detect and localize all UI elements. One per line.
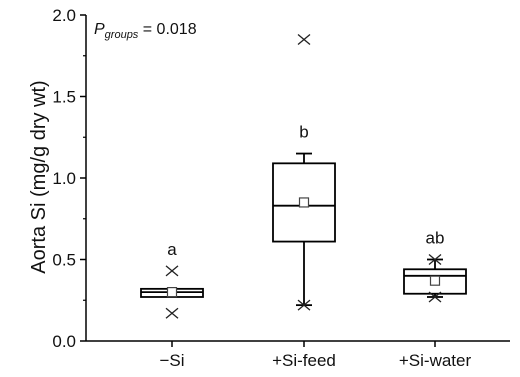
outlier-marker [165,307,179,319]
axes: 0.0 0.5 1.0 1.5 2.0 −Si +Si-feed +Si-water [52,6,510,370]
extreme-marker [297,299,311,311]
outlier-marker [297,33,311,45]
y-axis-title: Aorta Si (mg/g dry wt) [28,80,50,273]
p-symbol: P [94,21,105,38]
y-tick-label: 2.0 [52,6,76,25]
mean-marker [166,287,178,298]
svg-text:Pgroups = 0.018: Pgroups = 0.018 [94,21,197,41]
x-tick-label: −Si [159,351,184,370]
p-value-annotation: Pgroups = 0.018 [94,21,197,41]
x-tick-label: +Si-feed [272,351,336,370]
mean-marker [429,275,441,286]
significance-letter: ab [426,229,445,248]
box-group: ab [403,229,467,303]
x-tick-label: +Si-water [399,351,472,370]
p-value: = 0.018 [138,21,196,38]
p-subscript: groups [105,29,139,41]
significance-letter: b [299,123,308,142]
box-group: a [140,240,204,319]
y-tick-label: 1.5 [52,88,76,107]
y-tick-label: 0.5 [52,251,76,270]
extreme-marker [428,254,442,265]
significance-letter: a [167,240,177,259]
extreme-marker [428,291,442,303]
outlier-marker [165,265,179,277]
y-tick-label: 0.0 [52,332,76,351]
mean-marker [298,197,310,208]
y-tick-label: 1.0 [52,169,76,188]
box-group: b [272,33,336,311]
